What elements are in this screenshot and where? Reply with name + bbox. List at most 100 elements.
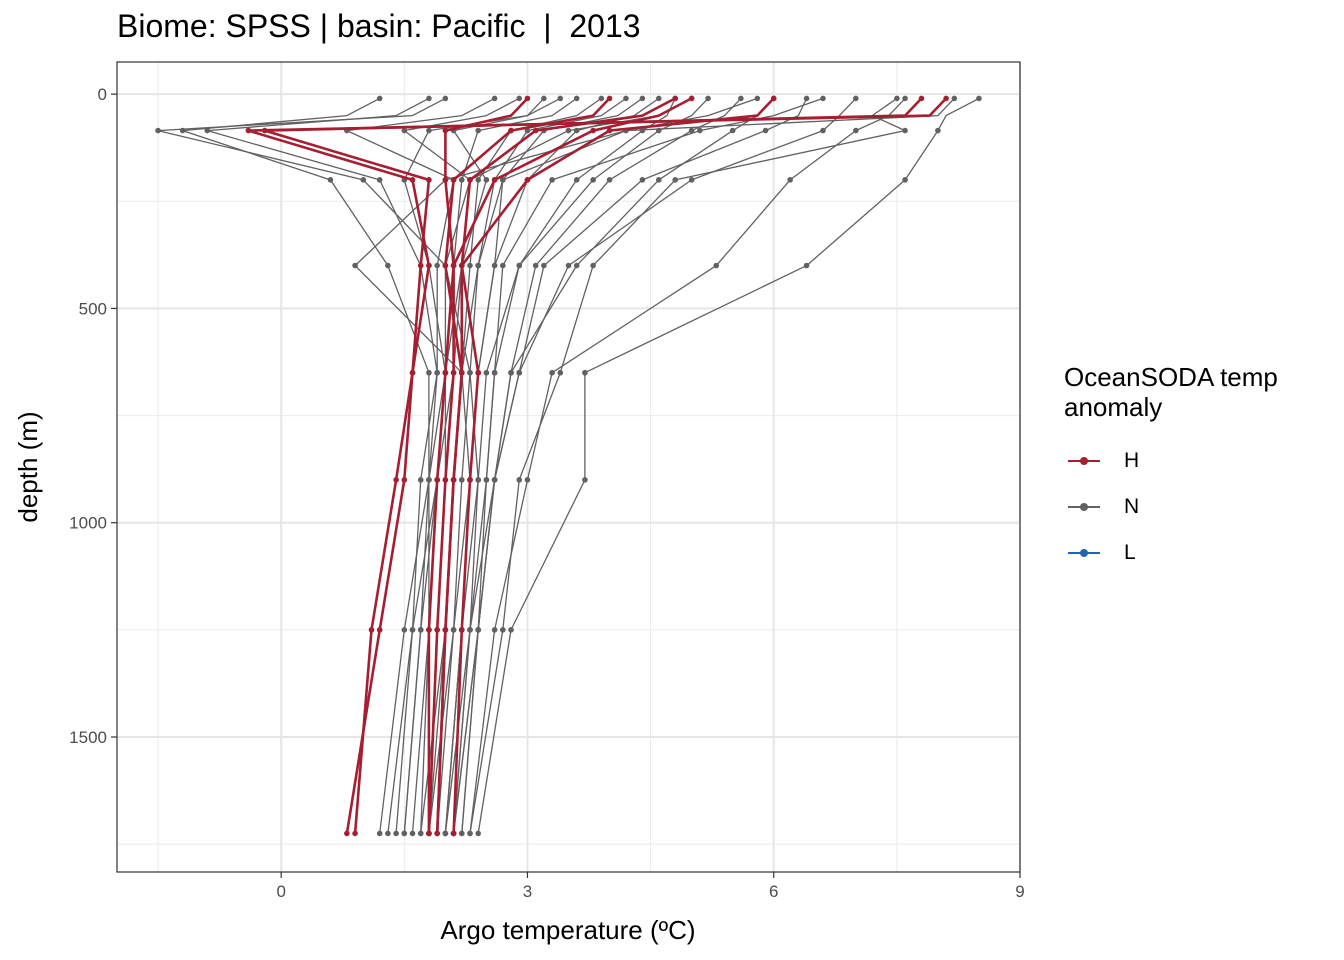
x-axis: 0 3 6 9 [276,872,1025,901]
profile-point-n [327,177,334,183]
y-axis: 0 500 1000 1500 [69,85,117,747]
profile-point-h [606,95,613,102]
legend-title: OceanSODA temp anomaly [1064,362,1278,422]
profile-point-n [508,627,514,633]
profile-point-n [803,95,810,102]
profile-point-h [442,477,449,483]
profile-point-n [754,95,761,102]
legend-dot-n [1080,503,1088,511]
profile-point-h [450,830,457,837]
profile-point-n [656,177,662,183]
x-tick-label: 3 [523,882,532,901]
profile-point-n [434,369,440,376]
profile-point-n [524,127,531,134]
profile-point-n [639,127,646,134]
profile-point-n [385,830,391,837]
profile-point-h [450,477,457,483]
profile-point-n [688,127,695,134]
profile-point-h [458,369,465,376]
x-tick-label: 9 [1015,882,1024,901]
profile-point-h [434,627,440,633]
profile-point-n [672,177,679,183]
profile-point-n [179,127,186,134]
profile-point-h [442,177,449,183]
profile-point-n [639,95,646,102]
profile-point-n [475,830,482,837]
profile-point-n [475,477,482,483]
legend-label-h: H [1124,449,1140,472]
y-axis-title: depth (m) [13,411,43,522]
panel-background [117,62,1020,872]
profile-point-n [516,477,523,483]
profile-point-n [820,95,826,102]
profile-point-n [639,177,646,183]
profile-point-n [458,177,465,183]
profile-point-h [442,369,449,376]
series-h-points [245,95,949,837]
legend-dot-h [1080,457,1088,465]
profile-point-n [475,627,482,633]
profile-point-n [491,477,498,483]
profile-point-h [590,127,596,134]
profile-point-n [376,177,383,183]
profile-point-n [458,477,465,483]
profile-point-n [787,177,793,183]
profile-point-n [426,477,432,483]
profile-point-h [434,477,440,483]
profile-point-n [360,177,367,183]
legend-key-n [1064,497,1104,517]
x-tick-label: 6 [769,882,778,901]
profile-point-n [516,369,523,376]
profile-point-h [475,369,482,376]
profile-point-n [401,627,408,633]
profile-point-h [417,262,424,269]
profile-point-n [409,627,416,633]
profile-point-n [500,627,506,633]
profile-point-h [450,177,457,183]
legend-key-h [1064,451,1104,471]
profile-point-n [738,95,744,102]
y-tick-label: 0 [98,85,107,104]
profile-point-h [458,627,465,633]
legend: OceanSODA temp anomaly H N L [1064,362,1334,576]
profile-point-n [508,369,514,376]
profile-point-n [565,127,572,134]
profile-point-n [565,262,572,269]
legend-key-l [1064,543,1104,563]
profile-point-h [434,830,440,837]
profile-point-n [656,127,662,134]
profile-point-n [475,127,482,134]
profile-point-n [935,127,941,134]
profile-point-h [770,95,777,102]
legend-item-h: H [1064,438,1334,484]
profile-point-h [376,627,383,633]
profile-point-n [434,262,440,269]
profile-point-n [409,830,416,837]
profile-point-h [508,127,514,134]
profile-point-n [541,95,547,102]
profile-point-n [516,95,523,102]
profile-point-n [516,262,523,269]
profile-point-n [155,127,161,134]
profile-point-n [762,127,769,134]
profile-point-h [688,95,695,102]
profile-point-n [442,830,449,837]
profile-point-n [417,627,424,633]
profile-point-n [467,830,473,837]
legend-dot-l [1080,549,1088,557]
profile-point-n [393,830,399,837]
profile-point-n [598,95,605,102]
profile-point-h [442,127,449,134]
profile-point-n [417,830,424,837]
profile-point-n [557,369,564,376]
profile-point-n [401,127,408,134]
profile-point-n [853,127,859,134]
profile-point-n [557,95,564,102]
profile-point-n [426,369,432,376]
profile-point-n [467,627,473,633]
profile-point-n [483,177,490,183]
profile-point-n [376,830,383,837]
profile-point-n [623,95,629,102]
profile-point-n [376,95,383,102]
profile-point-n [491,627,498,633]
